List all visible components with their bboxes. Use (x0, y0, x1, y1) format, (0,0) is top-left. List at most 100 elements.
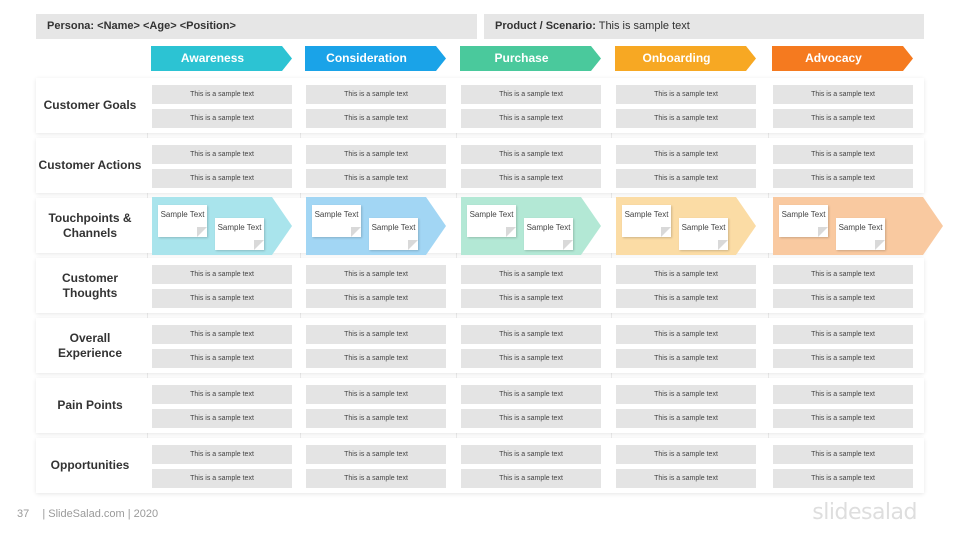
row-label-text: Customer Actions (38, 158, 142, 172)
brand-logo: slidesalad (812, 500, 917, 525)
sample-text-cell: This is a sample text (152, 145, 292, 164)
sample-text-cell: This is a sample text (152, 469, 292, 488)
row-label: Customer Thoughts (36, 258, 144, 313)
stage-header: Purchase (460, 46, 601, 71)
sticky-note: Sample Text (312, 205, 361, 237)
sample-text-cell: This is a sample text (773, 265, 913, 284)
sample-text-cell: This is a sample text (461, 85, 601, 104)
sample-text-cell: This is a sample text (306, 145, 446, 164)
row-label-text: Opportunities (50, 458, 130, 472)
sample-text-cell: This is a sample text (616, 289, 756, 308)
sample-text-cell: This is a sample text (616, 349, 756, 368)
row-label-text: Customer Goals (43, 98, 137, 112)
sample-text-cell: This is a sample text (152, 265, 292, 284)
sample-text-cell: This is a sample text (461, 265, 601, 284)
product-scenario-bar: Product / Scenario: This is sample text (484, 14, 924, 39)
persona-bar: Persona: <Name> <Age> <Position> (36, 14, 477, 39)
stage-header: Onboarding (615, 46, 756, 71)
stage-label: Consideration (326, 51, 407, 65)
sample-text-cell: This is a sample text (616, 445, 756, 464)
sample-text-cell: This is a sample text (461, 385, 601, 404)
sample-text-cell: This is a sample text (616, 385, 756, 404)
sample-text-cell: This is a sample text (773, 169, 913, 188)
sample-text-cell: This is a sample text (616, 409, 756, 428)
sample-text-cell: This is a sample text (461, 409, 601, 428)
row-label: Customer Goals (36, 78, 144, 133)
stage-arrow-shape (305, 46, 446, 71)
sample-text-cell: This is a sample text (306, 265, 446, 284)
sample-text-cell: This is a sample text (773, 325, 913, 344)
sample-text-cell: This is a sample text (306, 409, 446, 428)
row-label: Pain Points (36, 378, 144, 433)
stage-arrow-shape (460, 46, 601, 71)
sticky-note: Sample Text (679, 218, 728, 250)
sample-text-cell: This is a sample text (306, 289, 446, 308)
sample-text-cell: This is a sample text (152, 349, 292, 368)
stage-label: Onboarding (642, 51, 711, 65)
sample-text-cell: This is a sample text (152, 445, 292, 464)
persona-value: <Name> <Age> <Position> (97, 20, 236, 32)
row-label-text: Touchpoints & Channels (48, 210, 132, 240)
sample-text-cell: This is a sample text (773, 349, 913, 368)
stage-arrow-shape (772, 46, 913, 71)
sample-text-cell: This is a sample text (461, 289, 601, 308)
row-label: Touchpoints & Channels (36, 198, 144, 253)
sample-text-cell: This is a sample text (306, 469, 446, 488)
row-label: Overall Experience (36, 318, 144, 373)
sticky-note: Sample Text (215, 218, 264, 250)
sample-text-cell: This is a sample text (306, 109, 446, 128)
sample-text-cell: This is a sample text (152, 169, 292, 188)
sticky-note: Sample Text (622, 205, 671, 237)
sample-text-cell: This is a sample text (616, 169, 756, 188)
persona-label: Persona: (47, 20, 95, 32)
sample-text-cell: This is a sample text (306, 169, 446, 188)
sticky-note: Sample Text (158, 205, 207, 237)
sample-text-cell: This is a sample text (773, 109, 913, 128)
sample-text-cell: This is a sample text (306, 385, 446, 404)
sample-text-cell: This is a sample text (773, 385, 913, 404)
row-label-text: Pain Points (57, 398, 123, 412)
sample-text-cell: This is a sample text (152, 385, 292, 404)
page-number: 37 (17, 508, 30, 520)
stage-arrow-shape (615, 46, 756, 71)
sample-text-cell: This is a sample text (306, 349, 446, 368)
sample-text-cell: This is a sample text (773, 445, 913, 464)
stage-label: Advocacy (805, 51, 862, 65)
sample-text-cell: This is a sample text (616, 85, 756, 104)
sticky-note: Sample Text (524, 218, 573, 250)
row-label-text: Overall Experience (57, 330, 123, 360)
sample-text-cell: This is a sample text (773, 145, 913, 164)
sample-text-cell: This is a sample text (306, 445, 446, 464)
stage-arrow-shape (151, 46, 292, 71)
sample-text-cell: This is a sample text (306, 325, 446, 344)
sample-text-cell: This is a sample text (616, 145, 756, 164)
stage-header: Advocacy (772, 46, 913, 71)
row-label: Customer Actions (36, 138, 144, 193)
footer: 37 | SlideSalad.com | 2020 (17, 508, 158, 520)
sample-text-cell: This is a sample text (461, 349, 601, 368)
stage-label: Purchase (494, 51, 549, 65)
product-value: This is sample text (598, 20, 690, 32)
sample-text-cell: This is a sample text (152, 109, 292, 128)
sample-text-cell: This is a sample text (306, 85, 446, 104)
sample-text-cell: This is a sample text (461, 109, 601, 128)
sample-text-cell: This is a sample text (461, 469, 601, 488)
sample-text-cell: This is a sample text (616, 265, 756, 284)
product-label: Product / Scenario: (495, 20, 596, 32)
stage-header: Consideration (305, 46, 446, 71)
sample-text-cell: This is a sample text (773, 85, 913, 104)
sample-text-cell: This is a sample text (616, 109, 756, 128)
sample-text-cell: This is a sample text (461, 169, 601, 188)
sample-text-cell: This is a sample text (773, 409, 913, 428)
sample-text-cell: This is a sample text (773, 469, 913, 488)
stage-header: Awareness (151, 46, 292, 71)
sample-text-cell: This is a sample text (616, 325, 756, 344)
sticky-note: Sample Text (836, 218, 885, 250)
footer-credit: | SlideSalad.com | 2020 (42, 508, 159, 520)
sample-text-cell: This is a sample text (461, 325, 601, 344)
sample-text-cell: This is a sample text (152, 409, 292, 428)
sample-text-cell: This is a sample text (773, 289, 913, 308)
sticky-note: Sample Text (369, 218, 418, 250)
sample-text-cell: This is a sample text (152, 325, 292, 344)
stage-label: Awareness (180, 51, 245, 65)
